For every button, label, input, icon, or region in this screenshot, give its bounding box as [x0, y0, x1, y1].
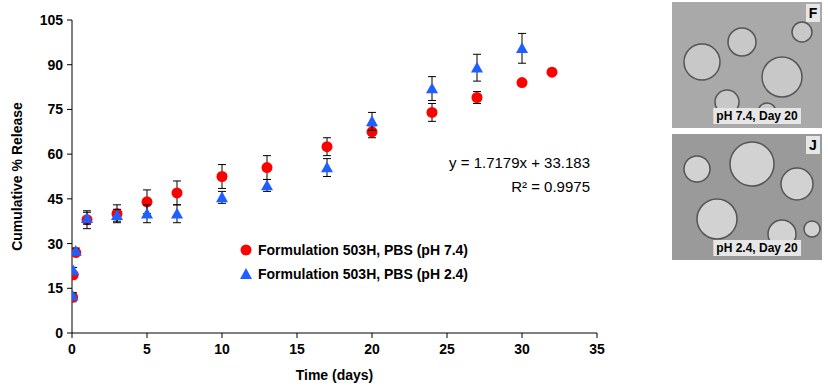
x-tick-label: 0 [68, 341, 76, 357]
point [217, 171, 228, 182]
image-caption: pH 2.4, Day 20 [716, 241, 798, 255]
image-texture [684, 44, 720, 80]
point [321, 162, 333, 173]
x-tick [297, 333, 298, 338]
figure: 0 15 30 45 60 75 90 105 0 5 10 15 20 25 30 35 Time (days… [0, 0, 828, 391]
y-tick-label: 105 [40, 12, 64, 28]
annotation: y = 1.7179x + 33.183 [449, 154, 590, 171]
y-tick-label: 15 [47, 280, 63, 296]
x-tick-label: 5 [143, 341, 151, 357]
x-tick-label: 10 [214, 341, 230, 357]
annotation: R² = 0.9975 [511, 178, 590, 195]
x-tick [222, 333, 223, 338]
point [322, 141, 333, 152]
legend: Formulation 503H, PBS (pH 7.4) Formulatio… [240, 242, 468, 282]
point [262, 162, 273, 173]
label-patch [713, 240, 801, 256]
image-ground [672, 2, 822, 128]
point [172, 187, 183, 198]
series [72, 67, 557, 303]
point [516, 42, 528, 53]
x-tick [372, 333, 373, 338]
image-texture [728, 28, 756, 56]
image-texture [804, 221, 820, 237]
label-patch [806, 136, 820, 154]
image-texture [792, 22, 812, 42]
y-axis [72, 20, 73, 333]
y-tick [67, 198, 72, 199]
legend-marker [240, 268, 252, 279]
y-tick [67, 64, 72, 65]
point [111, 209, 123, 220]
panel-letter: J [809, 137, 817, 153]
y-tick-label: 75 [47, 101, 63, 117]
point [216, 191, 228, 202]
point [517, 77, 528, 88]
x-tick-label: 30 [514, 341, 530, 357]
y-tick-label: 30 [47, 236, 63, 252]
panel-letter: F [809, 5, 818, 21]
point [366, 115, 378, 126]
x-tick [597, 333, 598, 338]
x-tick [147, 333, 148, 338]
point [261, 179, 273, 190]
image-texture [781, 168, 813, 200]
micrograph: JpH 2.4, Day 20 [672, 134, 822, 260]
x-tick [522, 333, 523, 338]
point [141, 208, 153, 219]
y-tick [67, 20, 72, 21]
x-axis-title: Time (days) [296, 367, 374, 383]
x-tick-label: 35 [589, 341, 605, 357]
legend-label: Formulation 503H, PBS (pH 7.4) [258, 242, 468, 258]
point [72, 245, 82, 256]
y-tick [67, 243, 72, 244]
point [81, 212, 93, 223]
y-tick-label: 60 [47, 146, 63, 162]
point [547, 67, 558, 78]
y-tick [67, 288, 72, 289]
x-tick-label: 20 [364, 341, 380, 357]
label-patch [806, 4, 820, 22]
label-patch [713, 108, 801, 124]
image-texture [684, 156, 710, 182]
point [72, 264, 79, 275]
image-texture [697, 199, 737, 239]
image-caption: pH 7.4, Day 20 [716, 109, 798, 123]
point [471, 62, 483, 73]
point [472, 92, 483, 103]
y-tick [67, 154, 72, 155]
point [112, 208, 123, 219]
x-axis [72, 333, 597, 334]
point [426, 83, 438, 94]
y-tick-label: 90 [47, 57, 63, 73]
y-axis-title: Cumulative % Release [9, 102, 25, 251]
legend-marker [241, 245, 252, 256]
x-tick-label: 25 [439, 341, 455, 357]
micrograph: FpH 7.4, Day 20 [672, 2, 822, 128]
y-tick [67, 333, 72, 334]
point [427, 107, 438, 118]
image-texture [730, 142, 774, 186]
y-tick-label: 45 [47, 191, 63, 207]
x-tick [72, 333, 73, 338]
image-ground [672, 134, 822, 260]
x-tick [447, 333, 448, 338]
y-tick-label: 0 [55, 325, 63, 341]
point [72, 290, 79, 301]
x-tick-label: 15 [289, 341, 305, 357]
point [171, 208, 183, 219]
y-tick [67, 109, 72, 110]
legend-label: Formulation 503H, PBS (pH 2.4) [258, 266, 468, 282]
image-texture [762, 57, 802, 97]
